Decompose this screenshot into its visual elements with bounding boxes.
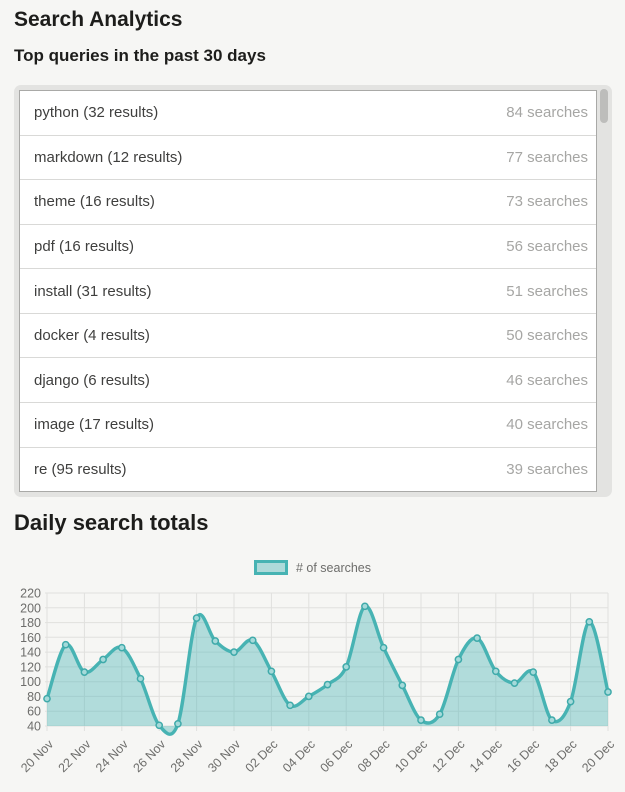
scrollbar-thumb[interactable]	[600, 89, 608, 123]
query-label: django (6 results)	[34, 371, 150, 389]
query-count: 50 searches	[506, 327, 588, 345]
svg-text:10 Dec: 10 Dec	[392, 737, 430, 775]
daily-totals-heading: Daily search totals	[14, 510, 209, 535]
query-count: 56 searches	[506, 237, 588, 255]
query-row: pdf (16 results) 56 searches	[20, 225, 596, 270]
query-label: theme (16 results)	[34, 193, 155, 211]
query-count: 39 searches	[506, 460, 588, 478]
svg-text:100: 100	[20, 675, 41, 689]
svg-text:140: 140	[20, 646, 41, 660]
svg-text:02 Dec: 02 Dec	[243, 737, 281, 775]
legend-swatch	[253, 560, 288, 575]
legend-label: # of searches	[295, 560, 372, 575]
query-row: install (31 results) 51 searches	[20, 269, 596, 314]
query-count: 51 searches	[506, 282, 588, 300]
svg-text:20 Dec: 20 Dec	[579, 737, 617, 775]
svg-text:16 Dec: 16 Dec	[504, 737, 542, 775]
svg-text:26 Nov: 26 Nov	[130, 737, 168, 775]
svg-text:20 Nov: 20 Nov	[18, 737, 56, 775]
page-title: Search Analytics	[14, 8, 183, 31]
query-count: 46 searches	[506, 371, 588, 389]
query-label: markdown (12 results)	[34, 148, 183, 166]
svg-text:08 Dec: 08 Dec	[355, 737, 393, 775]
query-row: theme (16 results) 73 searches	[20, 180, 596, 225]
query-label: install (31 results)	[34, 282, 152, 300]
svg-text:24 Nov: 24 Nov	[93, 737, 131, 775]
svg-text:160: 160	[20, 631, 41, 645]
svg-text:22 Nov: 22 Nov	[56, 737, 94, 775]
query-row: python (32 results) 84 searches	[20, 91, 596, 136]
top-queries-list[interactable]: python (32 results) 84 searches markdown…	[19, 90, 597, 492]
svg-text:180: 180	[20, 616, 41, 630]
query-label: docker (4 results)	[34, 327, 150, 345]
query-label: pdf (16 results)	[34, 237, 135, 255]
svg-text:18 Dec: 18 Dec	[542, 737, 580, 775]
query-label: image (17 results)	[34, 416, 155, 434]
top-queries-panel: python (32 results) 84 searches markdown…	[14, 85, 612, 497]
svg-text:220: 220	[20, 587, 41, 601]
query-count: 73 searches	[506, 193, 588, 211]
svg-text:12 Dec: 12 Dec	[430, 737, 468, 775]
top-queries-heading: Top queries in the past 30 days	[14, 46, 266, 65]
query-row: django (6 results) 46 searches	[20, 358, 596, 403]
query-row: markdown (12 results) 77 searches	[20, 136, 596, 181]
query-row: docker (4 results) 50 searches	[20, 314, 596, 359]
svg-text:120: 120	[20, 660, 41, 674]
chart-legend: # of searches	[0, 560, 625, 575]
svg-text:14 Dec: 14 Dec	[467, 737, 505, 775]
svg-text:28 Nov: 28 Nov	[168, 737, 206, 775]
query-count: 40 searches	[506, 416, 588, 434]
svg-text:06 Dec: 06 Dec	[317, 737, 355, 775]
svg-text:60: 60	[27, 705, 41, 719]
query-count: 77 searches	[506, 148, 588, 166]
svg-text:30 Nov: 30 Nov	[205, 737, 243, 775]
query-row: image (17 results) 40 searches	[20, 403, 596, 448]
svg-text:40: 40	[27, 720, 41, 734]
svg-text:80: 80	[27, 690, 41, 704]
query-label: python (32 results)	[34, 104, 159, 122]
query-row: re (95 results) 39 searches	[20, 448, 596, 492]
query-label: re (95 results)	[34, 460, 127, 478]
svg-text:200: 200	[20, 601, 41, 615]
svg-text:04 Dec: 04 Dec	[280, 737, 318, 775]
query-count: 84 searches	[506, 104, 588, 122]
